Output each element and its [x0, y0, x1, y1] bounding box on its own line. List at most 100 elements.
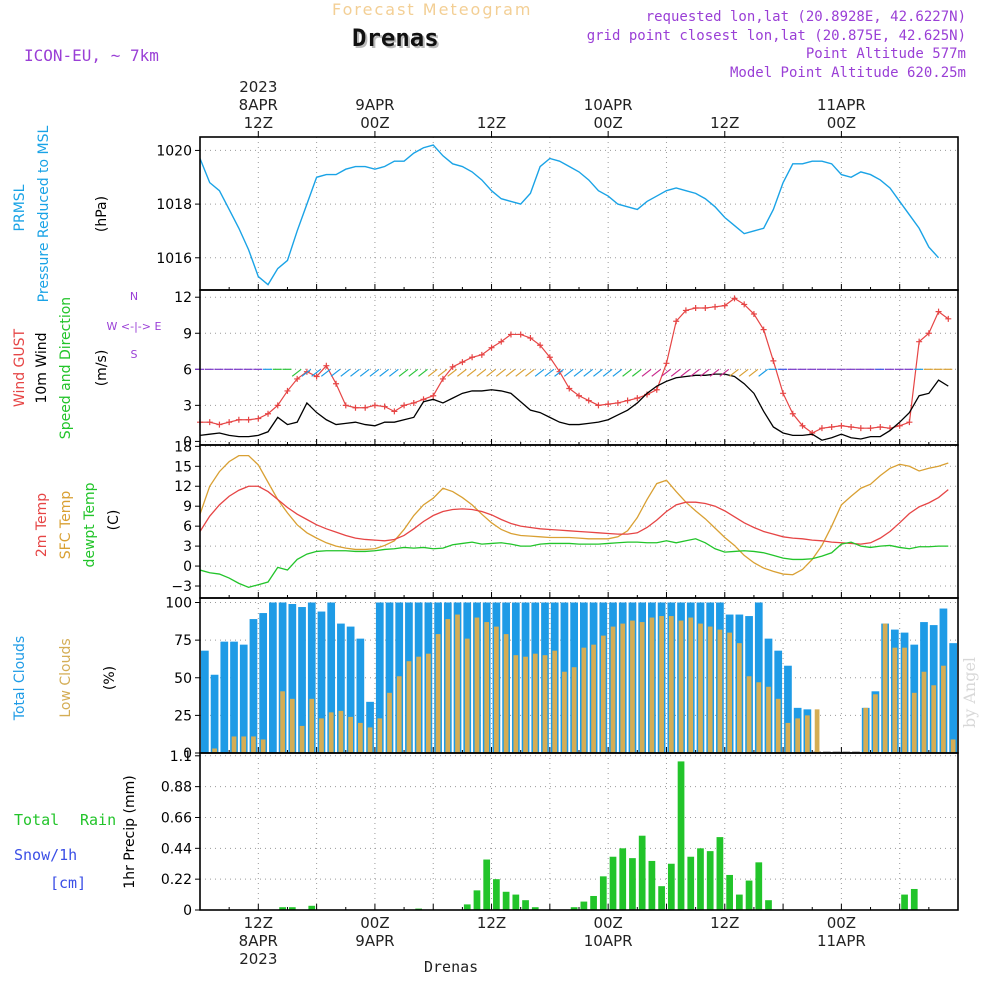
rain-bar	[901, 894, 908, 910]
precip-rain-label: Rain	[80, 811, 116, 829]
total-cloud-bar	[269, 602, 277, 753]
gust-marker	[381, 403, 388, 410]
low-cloud-bar	[299, 725, 305, 753]
wind-speed-line	[199, 373, 949, 441]
low-cloud-bar	[882, 623, 888, 753]
wind-ytick-label: 0	[183, 434, 192, 450]
low-cloud-bar	[571, 667, 577, 753]
precip-ytick-label: 1.1	[170, 749, 192, 765]
gust-marker	[430, 392, 437, 399]
precip-ytick-label: 0.66	[161, 810, 192, 826]
wind-direction-arrow	[554, 368, 564, 377]
top-time-label: 12Z	[477, 114, 506, 132]
wind-direction-arrow	[719, 368, 730, 377]
low-cloud-bar	[931, 685, 937, 753]
gust-marker	[507, 331, 514, 338]
total-cloud-bar	[201, 650, 209, 753]
temp-unit: (C)	[106, 510, 122, 531]
wind-gust-label: Wind GUST	[12, 328, 28, 407]
precip-snow-label: Snow/1h	[14, 846, 77, 864]
wind-direction-arrow	[631, 368, 642, 377]
temp-2m-label: 2m Temp	[34, 493, 50, 557]
wind-direction-arrow	[447, 368, 458, 377]
low-cloud-bar	[941, 665, 946, 753]
gust-marker	[216, 421, 223, 428]
gust-marker	[265, 410, 272, 417]
wind-direction-label: Speed and Direction	[58, 297, 74, 439]
rain-bar	[726, 874, 733, 910]
model-label: ICON-EU, ~ 7km	[24, 46, 159, 65]
total-cloud-bar	[259, 613, 268, 753]
low-cloud-bar	[426, 653, 431, 753]
low-cloud-bar	[416, 656, 422, 753]
wind-direction-arrow	[651, 368, 662, 377]
bottom-date-label: 11APR	[817, 932, 866, 950]
gust-line	[200, 297, 949, 434]
low-cloud-bar	[600, 635, 606, 753]
wind-direction-arrow	[690, 368, 700, 377]
low-cloud-bar	[328, 712, 334, 753]
low-cloud-bar	[231, 736, 237, 753]
low-cloud-bar	[911, 692, 917, 753]
model-point-altitude: Model Point Altitude 620.25m	[729, 65, 966, 81]
clouds-ytick-label: 75	[174, 633, 192, 649]
gust-marker	[614, 399, 621, 406]
low-cloud-bar	[591, 644, 596, 753]
gust-marker	[595, 402, 602, 409]
low-cloud-bar	[241, 736, 247, 753]
low-cloud-bar	[319, 718, 324, 753]
wind-direction-arrow	[466, 368, 477, 377]
low-cloud-bar	[406, 661, 412, 753]
rain-bar	[288, 907, 296, 910]
low-cloud-bar	[503, 634, 509, 753]
total-cloud-bar	[327, 602, 336, 753]
top-year-label: 2023	[239, 78, 277, 96]
low-clouds-label: Low Clouds	[58, 638, 74, 717]
rain-bar	[658, 886, 665, 910]
total-cloud-bar	[754, 602, 763, 753]
gust-marker	[371, 402, 378, 409]
low-cloud-bar	[892, 647, 898, 753]
clouds-ytick-label: 0	[183, 746, 192, 762]
compass-south: S	[131, 348, 138, 361]
low-cloud-bar	[873, 694, 878, 753]
rain-bar	[648, 860, 656, 910]
low-cloud-bar	[494, 626, 499, 753]
low-cloud-bar	[513, 655, 519, 753]
precip-ytick-label: 0.88	[161, 780, 192, 796]
low-cloud-bar	[532, 653, 538, 753]
wind-direction-arrow	[388, 368, 399, 377]
wind-10m-label: 10m Wind	[34, 332, 50, 403]
gust-marker	[284, 387, 291, 394]
gust-marker	[459, 359, 466, 366]
temp-panel-frame	[199, 444, 959, 599]
precip-ytick-label: 0	[183, 903, 192, 919]
pressure-panel-frame	[199, 136, 959, 291]
rain-bar	[609, 856, 617, 910]
wind-direction-arrow	[661, 368, 671, 377]
low-cloud-bar	[698, 623, 703, 753]
gust-marker	[945, 315, 952, 322]
rain-bar	[473, 890, 481, 910]
gust-marker	[401, 402, 408, 409]
gust-marker	[760, 326, 767, 333]
rain-bar	[745, 880, 753, 910]
point-altitude: Point Altitude 577m	[805, 46, 966, 62]
gust-marker	[750, 311, 757, 318]
grid-point-coordinates: grid point closest lon,lat (20.875E, 42.…	[586, 28, 966, 44]
faded-title: Forecast Meteogram	[332, 0, 533, 19]
low-cloud-bar	[309, 698, 315, 753]
low-cloud-bar	[367, 727, 373, 753]
gust-marker	[391, 408, 398, 415]
total-cloud-bar	[220, 641, 229, 753]
temp-ytick-label: 18	[174, 439, 192, 455]
pressure-ytick-label: 1020	[156, 143, 192, 159]
top-time-label: 12Z	[710, 114, 739, 132]
pressure-ytick-label: 1016	[156, 251, 192, 267]
gust-marker	[439, 375, 446, 382]
gust-marker	[323, 362, 330, 369]
clouds-unit: (%)	[102, 666, 118, 690]
total-cloud-bar	[346, 626, 355, 753]
wind-direction-arrow	[699, 368, 710, 377]
low-cloud-bar	[581, 647, 587, 753]
